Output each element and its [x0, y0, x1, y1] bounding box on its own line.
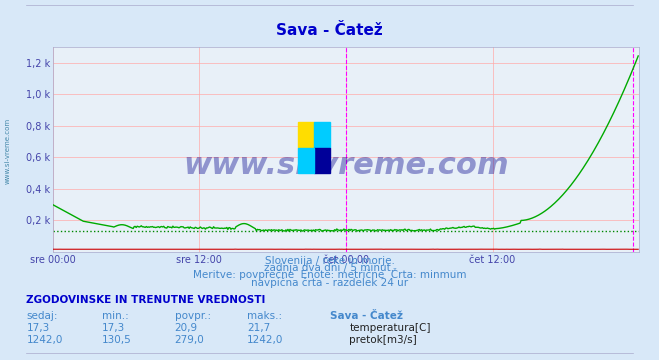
Text: Sava - Čatež: Sava - Čatež: [276, 23, 383, 39]
Text: navpična črta - razdelek 24 ur: navpična črta - razdelek 24 ur: [251, 277, 408, 288]
Text: 17,3: 17,3: [26, 323, 49, 333]
Text: sedaj:: sedaj:: [26, 311, 58, 321]
Text: 17,3: 17,3: [102, 323, 125, 333]
Bar: [314, 148, 330, 173]
Text: 1242,0: 1242,0: [26, 335, 63, 345]
Text: Meritve: povprečne  Enote: metrične  Črta: minmum: Meritve: povprečne Enote: metrične Črta:…: [192, 268, 467, 280]
Text: 279,0: 279,0: [175, 335, 204, 345]
Text: min.:: min.:: [102, 311, 129, 321]
Text: www.si-vreme.com: www.si-vreme.com: [183, 151, 509, 180]
Text: pretok[m3/s]: pretok[m3/s]: [349, 335, 417, 345]
Text: www.si-vreme.com: www.si-vreme.com: [5, 118, 11, 184]
Text: 20,9: 20,9: [175, 323, 198, 333]
Text: 21,7: 21,7: [247, 323, 270, 333]
Text: maks.:: maks.:: [247, 311, 282, 321]
Text: zadnja dva dni / 5 minut.: zadnja dva dni / 5 minut.: [264, 263, 395, 273]
Bar: [314, 122, 330, 148]
Text: 1242,0: 1242,0: [247, 335, 283, 345]
Bar: [298, 148, 314, 173]
Text: Sava - Čatež: Sava - Čatež: [330, 311, 403, 321]
Text: temperatura[C]: temperatura[C]: [349, 323, 431, 333]
Text: Slovenija / reke in morje.: Slovenija / reke in morje.: [264, 256, 395, 266]
Text: 130,5: 130,5: [102, 335, 132, 345]
Text: povpr.:: povpr.:: [175, 311, 211, 321]
Bar: [298, 122, 314, 148]
Text: ZGODOVINSKE IN TRENUTNE VREDNOSTI: ZGODOVINSKE IN TRENUTNE VREDNOSTI: [26, 295, 266, 305]
